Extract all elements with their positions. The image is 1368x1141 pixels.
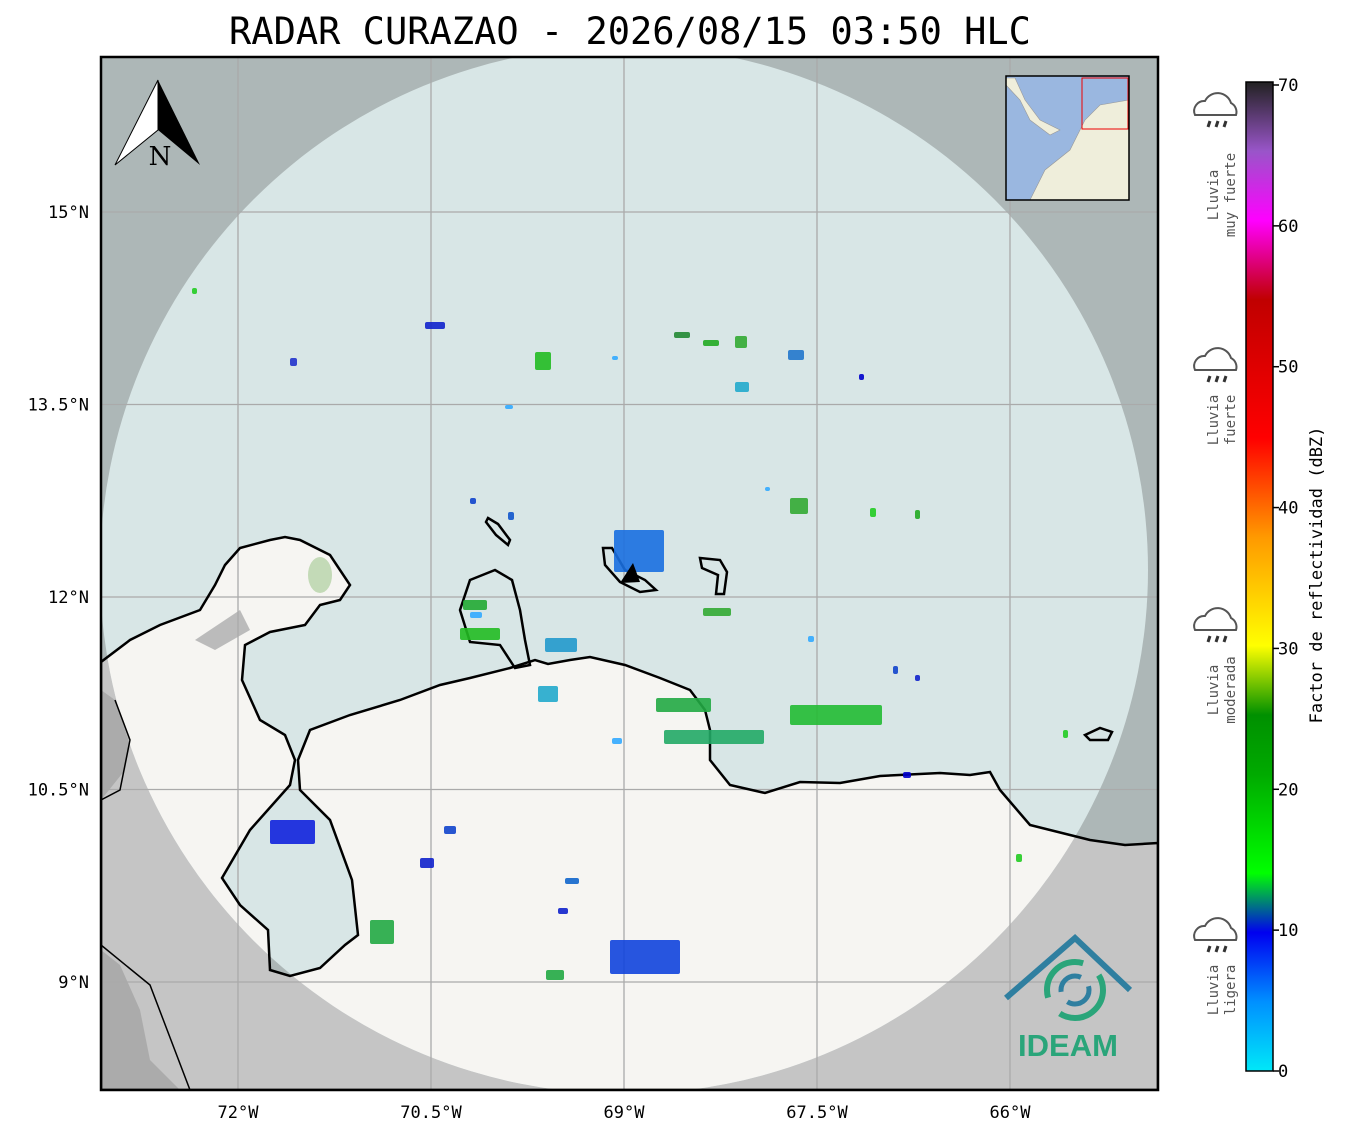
category-label: fuerte: [1223, 395, 1239, 446]
echo: [735, 336, 747, 348]
terrain: [101, 690, 180, 1090]
echo: [425, 322, 445, 329]
rain-drops: [1206, 635, 1228, 643]
colorbar-tick-label: 20: [1278, 780, 1298, 800]
echo: [915, 675, 920, 681]
echo: [903, 772, 911, 778]
echo: [612, 738, 622, 744]
lat-label: 10.5°N: [28, 781, 89, 801]
lon-label: 69°W: [604, 1103, 646, 1123]
radar-site: [620, 563, 640, 583]
island-aruba: [484, 516, 512, 548]
map-frame: [99, 55, 1160, 1092]
echo: [546, 970, 564, 980]
weather-icon: [1193, 347, 1238, 371]
category-label: moderada: [1223, 656, 1239, 723]
echo: [893, 666, 898, 674]
colorbar: [1245, 81, 1274, 1072]
colorbar-label: Factor de reflectividad (dBZ): [1307, 427, 1327, 724]
lon-label: 66°W: [990, 1103, 1032, 1123]
colorbar-tick-label: 30: [1278, 639, 1298, 659]
logo: IDEAM: [1004, 933, 1133, 1063]
echo: [444, 826, 456, 834]
graticule: [101, 57, 1158, 1090]
colorbar-tick-label: 60: [1278, 217, 1298, 237]
colorbar-tick-label: 10: [1278, 921, 1298, 941]
echo: [420, 858, 434, 868]
echo: [664, 730, 764, 744]
echo: [870, 508, 876, 517]
echo: [460, 628, 500, 640]
echo: [703, 340, 719, 346]
compass-east: [158, 80, 200, 165]
island-bonaire: [698, 556, 729, 596]
rain-drops: [1206, 375, 1228, 383]
weather-icon: [1193, 917, 1238, 941]
echo: [610, 940, 680, 974]
terrain: [195, 610, 250, 650]
title: RADAR CURAZAO - 2026/08/15 03:50 HLC: [229, 10, 1031, 53]
echo: [612, 356, 618, 360]
lon-label: 67.5°W: [786, 1103, 848, 1123]
category-label: muy fuerte: [1223, 153, 1239, 237]
echo: [788, 350, 804, 360]
echo: [808, 636, 814, 642]
echo: [859, 374, 864, 380]
echo: [192, 288, 197, 294]
colorbar-tick-label: 40: [1278, 499, 1298, 519]
echo: [614, 530, 664, 572]
lat-label: 12°N: [48, 588, 89, 608]
island: [1082, 726, 1114, 742]
echo: [656, 698, 711, 712]
echo: [470, 612, 482, 618]
echo: [463, 600, 487, 610]
colorbar-tick-label: 70: [1278, 76, 1298, 96]
echo: [915, 510, 920, 519]
echo: [1063, 730, 1068, 738]
weather-icon: [1193, 92, 1238, 116]
vegetation: [308, 557, 332, 593]
echo: [565, 878, 579, 884]
category-label: Lluvia: [1206, 170, 1222, 221]
echo: [270, 820, 315, 844]
lon-label: 72°W: [218, 1103, 260, 1123]
north-label: N: [149, 142, 172, 172]
echo: [674, 332, 690, 338]
lon-label: 70.5°W: [400, 1103, 462, 1123]
weather-icon: [1193, 607, 1238, 631]
echo: [508, 512, 514, 520]
echo: [1016, 854, 1022, 862]
echo: [703, 608, 731, 616]
border: [101, 699, 191, 1090]
category-label: Lluvia: [1206, 965, 1222, 1016]
echo: [290, 358, 297, 366]
category-label: Lluvia: [1206, 665, 1222, 716]
echo: [735, 382, 749, 392]
echo: [535, 352, 551, 370]
echo: [545, 638, 577, 652]
colorbar-tick-label: 0: [1278, 1062, 1288, 1082]
rain-drops: [1206, 945, 1228, 953]
category-label: ligera: [1223, 965, 1239, 1016]
logo-text: IDEAM: [1018, 1028, 1118, 1063]
echo: [790, 498, 808, 514]
category-label: Lluvia: [1206, 395, 1222, 446]
rain-drops: [1206, 120, 1228, 128]
lat-label: 9°N: [58, 973, 89, 993]
lat-label: 13.5°N: [28, 396, 89, 416]
echo: [765, 487, 770, 491]
colorbar-tick-label: 50: [1278, 358, 1298, 378]
radar-echoes: [192, 288, 1068, 980]
echo: [505, 405, 513, 409]
map: N IDEAM: [101, 57, 1158, 1090]
echo: [790, 705, 882, 725]
echo: [558, 908, 568, 914]
lat-label: 15°N: [48, 203, 89, 223]
echo: [538, 686, 558, 702]
echo: [370, 920, 394, 944]
echo: [470, 498, 476, 504]
inset-map: [1005, 75, 1130, 201]
